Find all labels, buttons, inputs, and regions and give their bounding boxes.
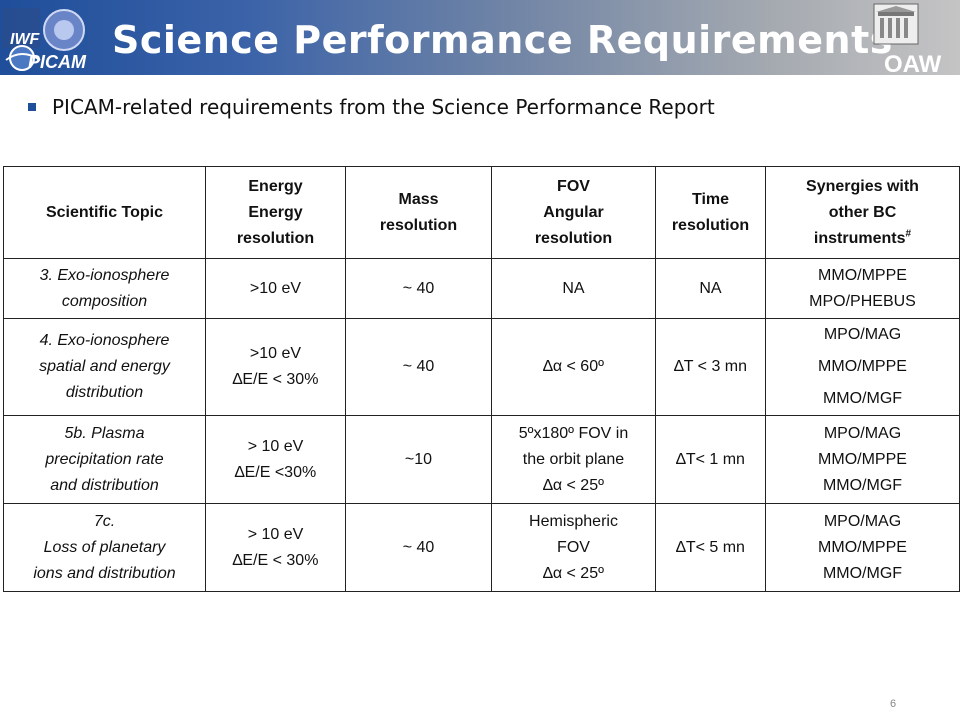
cell-time: ∆T< 1 mn: [655, 415, 766, 504]
page-number: 6: [890, 698, 897, 710]
cell-mass: ~ 40: [345, 503, 492, 592]
cell-mass: ~10: [345, 415, 492, 504]
cell-topic: 3. Exo-ionosphere composition: [3, 258, 206, 319]
table-row: 5b. Plasma precipitation rate and distri…: [3, 415, 960, 504]
header-scientific-topic: Scientific Topic: [3, 166, 206, 259]
iwf-picam-logo-icon: IWF PICAM: [2, 8, 87, 72]
cell-synergies: MPO/MAG MMO/MPPE MMO/MGF: [765, 318, 960, 416]
cell-topic: 7c. Loss of planetary ions and distribut…: [3, 503, 206, 592]
cell-fov: Hemispheric FOV ∆α < 25º: [491, 503, 656, 592]
oaw-logo-icon: OAW: [873, 3, 942, 78]
logo-iwf-text: IWF: [10, 31, 41, 48]
bullet-text: PICAM-related requirements from the Scie…: [52, 95, 715, 119]
bullet-item: PICAM-related requirements from the Scie…: [28, 92, 715, 122]
cell-fov: 5ºx180º FOV in the orbit plane ∆α < 25º: [491, 415, 656, 504]
logo-picam-text: PICAM: [28, 52, 87, 72]
header-synergies: Synergies with other BC instruments#: [765, 166, 960, 259]
cell-time: NA: [655, 258, 766, 319]
cell-energy: >10 eV ∆E/E < 30%: [205, 318, 346, 416]
header-energy-resolution: Energy Energy resolution: [205, 166, 346, 259]
cell-energy: > 10 eV ∆E/E < 30%: [205, 503, 346, 592]
cell-topic: 4. Exo-ionosphere spatial and energy dis…: [3, 318, 206, 416]
cell-synergies: MPO/MAG MMO/MPPE MMO/MGF: [765, 415, 960, 504]
logo-oaw-text: OAW: [884, 51, 942, 78]
cell-fov: NA: [491, 258, 656, 319]
header-fov-angular-resolution: FOV Angular resolution: [491, 166, 656, 259]
cell-synergies: MPO/MAG MMO/MPPE MMO/MGF: [765, 503, 960, 592]
cell-mass: ~ 40: [345, 258, 492, 319]
table-row: 7c. Loss of planetary ions and distribut…: [3, 503, 960, 592]
table-row: 3. Exo-ionosphere composition >10 eV ~ 4…: [3, 258, 960, 319]
cell-time: ∆T< 5 mn: [655, 503, 766, 592]
cell-mass: ~ 40: [345, 318, 492, 416]
cell-synergies: MMO/MPPE MPO/PHEBUS: [765, 258, 960, 319]
title-banner: IWF PICAM Science Performance Requiremen…: [0, 0, 960, 78]
table-row: 4. Exo-ionosphere spatial and energy dis…: [3, 318, 960, 416]
cell-fov: ∆α < 60º: [491, 318, 656, 416]
requirements-table: Scientific Topic Energy Energy resolutio…: [3, 166, 960, 592]
page-title: Science Performance Requirements: [112, 18, 893, 62]
table-header-row: Scientific Topic Energy Energy resolutio…: [3, 166, 960, 259]
cell-topic: 5b. Plasma precipitation rate and distri…: [3, 415, 206, 504]
header-time-resolution: Time resolution: [655, 166, 766, 259]
cell-energy: >10 eV: [205, 258, 346, 319]
cell-energy: > 10 eV ∆E/E <30%: [205, 415, 346, 504]
header-mass-resolution: Mass resolution: [345, 166, 492, 259]
square-bullet-icon: [28, 102, 36, 111]
cell-time: ∆T < 3 mn: [655, 318, 766, 416]
